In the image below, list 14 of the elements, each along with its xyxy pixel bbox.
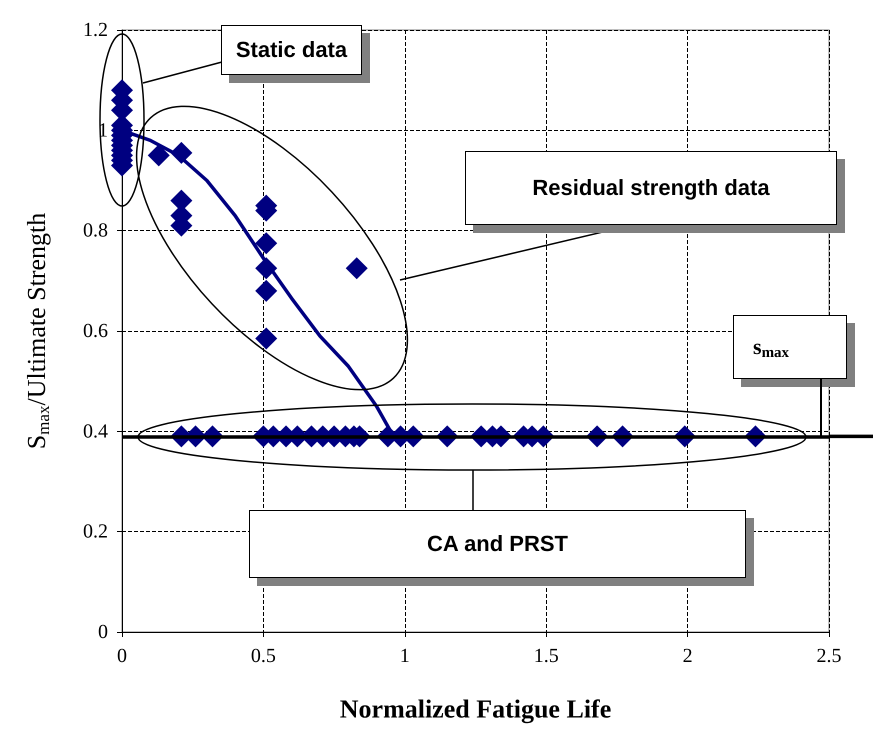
y-axis-title: Smax/Ultimate Strength	[22, 212, 53, 450]
x-tick-label: 2.5	[816, 645, 842, 667]
y-tick-label: 0.6	[83, 320, 108, 342]
y-tick-label: 1.2	[83, 19, 108, 41]
y-tick-label: 0	[98, 621, 108, 643]
y-tick-label: 0.4	[83, 420, 108, 442]
x-axis-title: Normalized Fatigue Life	[340, 694, 612, 724]
x-tick-label: 2	[682, 645, 693, 667]
y-tick-label: 0.8	[83, 220, 108, 242]
y-tick-label: 0.2	[83, 520, 108, 543]
x-tick-label: 0	[117, 645, 127, 667]
x-tick-label: 1.5	[534, 645, 559, 667]
x-tick-label: 0.5	[250, 645, 276, 667]
x-tick-label: 1	[400, 645, 410, 667]
